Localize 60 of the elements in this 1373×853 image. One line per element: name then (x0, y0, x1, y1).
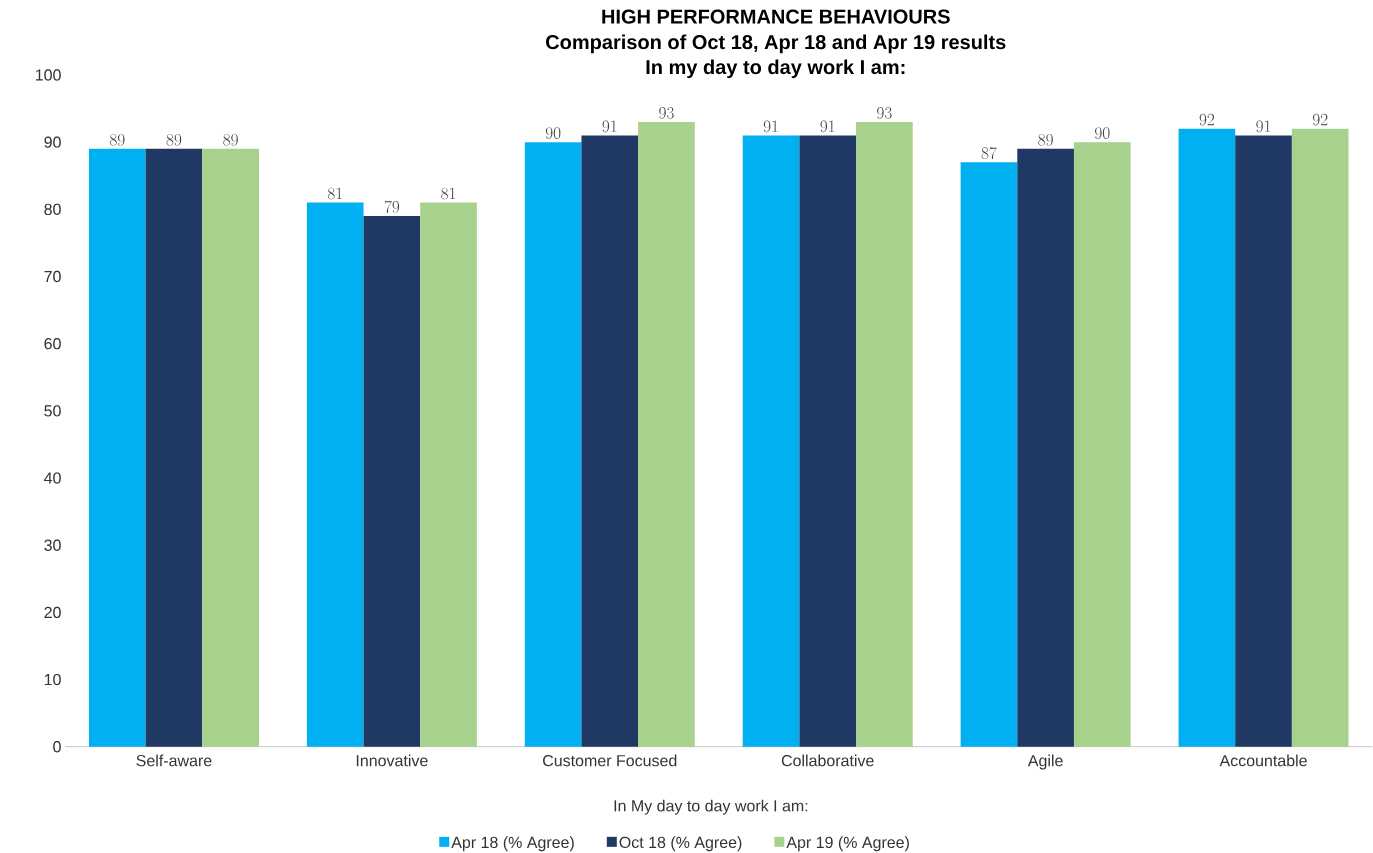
data-label: 90 (1095, 127, 1110, 139)
x-axis-title: In My day to day work I am: (614, 799, 808, 815)
data-label: 91 (820, 120, 835, 132)
x-tick-label: Agile (1027, 754, 1063, 770)
data-label: 89 (1038, 133, 1053, 146)
data-label: 89 (109, 133, 125, 146)
legend-label: Oct 18 (% Agree) (619, 836, 742, 852)
bar (1178, 128, 1236, 747)
bar (88, 148, 146, 747)
y-tick-label: 80 (44, 203, 61, 215)
bar (856, 121, 913, 747)
data-label: 81 (441, 187, 456, 200)
x-tick-label: Innovative (356, 754, 428, 767)
data-label: 91 (1256, 120, 1271, 132)
bar (1073, 141, 1131, 747)
legend-label: Apr 19 (% Agree) (786, 836, 909, 852)
x-tick-label: Accountable (1219, 754, 1307, 767)
legend-label: Apr 18 (% Agree) (451, 836, 574, 852)
data-label: 90 (545, 127, 561, 139)
bar (145, 148, 203, 747)
data-label: 91 (763, 120, 778, 132)
bar (363, 215, 421, 747)
bar (581, 135, 639, 747)
data-label: 81 (327, 187, 342, 200)
y-tick-label: 100 (35, 69, 61, 81)
bar (306, 202, 364, 747)
y-tick-label: 20 (44, 606, 61, 618)
data-label: 92 (1312, 113, 1328, 126)
bar (638, 121, 695, 747)
data-label: 79 (384, 200, 400, 213)
x-tick-label: Collaborative (781, 754, 874, 767)
data-label: 92 (1199, 113, 1215, 126)
y-tick-label: 60 (44, 337, 61, 350)
chart-subtitle: Comparison of Oct 18, Apr 18 and Apr 19 results (546, 34, 1006, 53)
bar (1017, 148, 1074, 747)
y-tick-label: 30 (44, 539, 61, 551)
bar (1235, 135, 1292, 747)
y-tick-label: 90 (44, 136, 61, 148)
bar (960, 162, 1018, 747)
y-tick-label: 10 (44, 673, 61, 686)
data-label: 89 (223, 133, 238, 146)
bar (799, 135, 857, 747)
bar (524, 141, 582, 747)
x-tick-label: Self-aware (136, 754, 212, 767)
x-tick-label: Customer Focused (543, 754, 677, 767)
bar (742, 135, 800, 747)
annotation: In my day to day work I am: (646, 59, 905, 78)
y-tick-label: 40 (44, 472, 61, 484)
y-tick-label: 70 (44, 270, 61, 282)
data-label: 89 (166, 133, 182, 146)
data-label: 91 (602, 120, 617, 132)
y-tick-label: 50 (44, 405, 61, 417)
data-label: 93 (877, 106, 892, 119)
bar (420, 202, 477, 747)
data-label: 87 (981, 146, 997, 159)
y-tick-label: 0 (53, 740, 61, 753)
chart-title: HIGH PERFORMANCE BEHAVIOURS (602, 9, 950, 24)
bar (202, 148, 259, 747)
bar (1291, 128, 1349, 747)
data-label: 93 (659, 106, 674, 119)
